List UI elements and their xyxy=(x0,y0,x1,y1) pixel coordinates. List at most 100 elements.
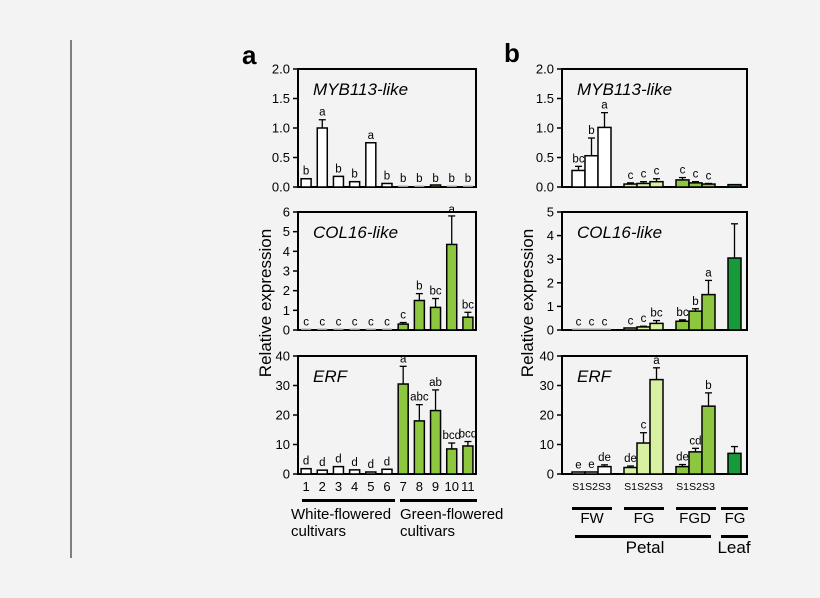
tissue-overline-fg-leaf xyxy=(721,507,748,510)
green-flowered-cultivars-label: Green-flowered cultivars xyxy=(400,506,503,540)
bar xyxy=(597,126,612,188)
sig-letter: b xyxy=(351,169,357,181)
sig-letter: bc xyxy=(429,286,441,298)
sig-letter: b xyxy=(384,170,390,182)
bar xyxy=(571,169,586,188)
sig-letter: c xyxy=(303,316,309,328)
green-cultivars-underline xyxy=(400,499,477,502)
y-tick-label: 1.0 xyxy=(536,121,554,136)
y-tick-label: 10 xyxy=(540,437,554,452)
sig-letter: c xyxy=(680,165,686,177)
bar xyxy=(414,185,425,187)
organ-overline-leaf xyxy=(721,535,748,538)
x-tick-label: S2 xyxy=(637,481,650,493)
bar xyxy=(381,182,393,188)
bar xyxy=(462,185,473,187)
bar xyxy=(445,448,458,475)
sig-letter: a xyxy=(400,353,407,365)
bar xyxy=(397,323,409,331)
sig-letter: c xyxy=(641,420,647,432)
bar xyxy=(332,465,345,475)
bar xyxy=(688,182,703,188)
sig-letter: de xyxy=(624,453,637,465)
bar xyxy=(636,326,651,331)
sig-letter: d xyxy=(303,456,309,468)
chart-title: COL16-like xyxy=(577,223,662,242)
y-tick-label: 2 xyxy=(283,283,290,298)
bar xyxy=(398,185,409,187)
x-tick-label: S1 xyxy=(572,481,585,493)
sig-letter: a xyxy=(601,100,608,112)
bar xyxy=(413,420,426,475)
sig-letter: d xyxy=(368,459,374,471)
y-tick-label: 2 xyxy=(547,275,554,290)
bar xyxy=(381,468,393,475)
sig-letter: a xyxy=(368,130,375,142)
sig-letter: b xyxy=(465,173,471,185)
sig-letter: c xyxy=(368,316,374,328)
x-tick-label: S2 xyxy=(689,481,702,493)
sig-letter: b xyxy=(416,281,422,293)
sig-letter: c xyxy=(628,316,634,328)
bar xyxy=(571,471,586,475)
bar xyxy=(316,469,329,475)
y-tick-label: 1 xyxy=(547,299,554,314)
bar xyxy=(365,142,377,188)
sig-letter: bc xyxy=(462,299,474,311)
y-tick-label: 1.0 xyxy=(272,121,290,136)
bar xyxy=(382,328,392,330)
x-tick-label: 1 xyxy=(302,479,309,494)
sig-letter: d xyxy=(351,457,357,469)
x-tick-label: 8 xyxy=(416,479,423,494)
y-tick-label: 1 xyxy=(283,303,290,318)
sig-letter: a xyxy=(449,204,456,216)
y-tick-label: 0 xyxy=(283,323,290,338)
bar xyxy=(429,306,442,331)
sig-letter: a xyxy=(653,355,660,367)
sig-letter: c xyxy=(628,170,634,182)
panel-a-label: a xyxy=(242,40,257,70)
bar xyxy=(429,184,442,188)
sig-letter: c xyxy=(384,316,390,328)
sig-letter: c xyxy=(641,313,647,325)
y-tick-label: 1.5 xyxy=(536,91,554,106)
tissue-overline-fgd xyxy=(676,507,716,510)
bar xyxy=(300,177,312,188)
bar xyxy=(446,185,457,187)
bar xyxy=(300,467,312,475)
bar xyxy=(623,466,638,475)
bar xyxy=(598,328,611,330)
x-tick-label: S1 xyxy=(676,481,689,493)
group-label-line2: cultivars xyxy=(291,523,347,540)
bar xyxy=(649,322,664,331)
chart-title: MYB113-like xyxy=(577,80,672,99)
sig-letter: bc xyxy=(572,153,584,165)
sig-letter: bc xyxy=(650,308,662,320)
bar xyxy=(701,183,716,188)
y-tick-label: 0.0 xyxy=(536,180,554,195)
y-tick-label: 30 xyxy=(540,378,554,393)
bar xyxy=(584,471,599,475)
bar xyxy=(688,310,703,331)
bar xyxy=(348,180,361,188)
chart-title: ERF xyxy=(313,367,349,386)
y-tick-label: 3 xyxy=(547,252,554,267)
bar xyxy=(597,465,612,475)
sig-letter: a xyxy=(705,267,712,279)
sig-letter: b xyxy=(335,163,341,175)
bar xyxy=(332,175,345,188)
tissue-overline-fw xyxy=(572,507,612,510)
bar xyxy=(365,471,377,475)
x-tick-label: 4 xyxy=(351,479,358,494)
bar xyxy=(349,328,360,330)
bar xyxy=(462,316,474,331)
y-tick-label: 40 xyxy=(540,349,554,364)
sig-letter: b xyxy=(400,173,406,185)
x-tick-label: 6 xyxy=(383,479,390,494)
sig-letter: b xyxy=(705,380,711,392)
bar xyxy=(675,179,690,188)
